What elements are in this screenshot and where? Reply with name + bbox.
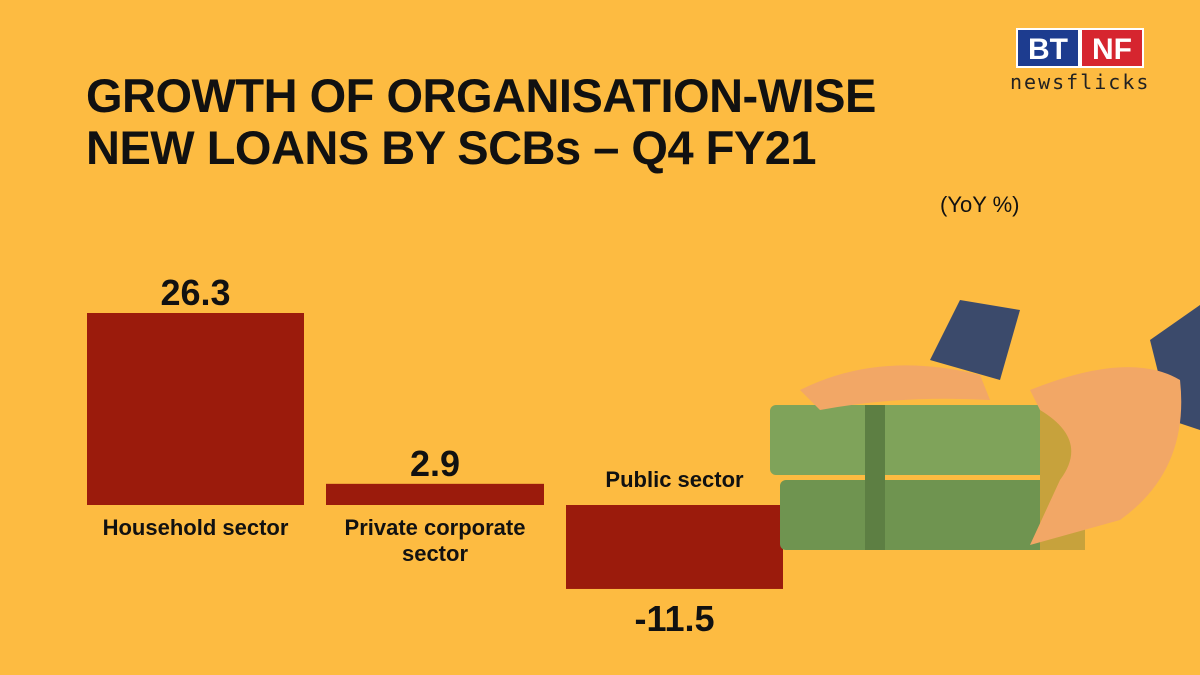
category-label-2-0: Public sector — [605, 467, 744, 492]
labels-group: 26.3 Household sector 2.9 Private corporate… — [103, 272, 744, 639]
sleeve-right-icon — [1150, 305, 1200, 430]
unit-label: (YoY %) — [940, 192, 1020, 217]
chart-title: GROWTH OF ORGANISATION-WISE NEW LOANS BY… — [86, 69, 876, 174]
category-label-1-0: Private corporate — [345, 515, 526, 540]
category-label-0-0: Household sector — [103, 515, 289, 540]
value-label-1: 2.9 — [410, 443, 460, 484]
hand-left-icon — [800, 365, 990, 410]
bar-0 — [87, 313, 304, 505]
logo-badge: BT NF — [1016, 28, 1144, 68]
brand-logo[interactable]: BT NF newsflicks — [1010, 28, 1150, 98]
money-illustration — [770, 300, 1200, 550]
value-label-0: 26.3 — [160, 272, 230, 313]
bar-1 — [326, 483, 544, 505]
money-stack-bottom-icon — [780, 480, 1080, 550]
logo-tagline: newsflicks — [1010, 70, 1151, 94]
money-stack-top-icon — [770, 405, 1070, 475]
bar-2 — [566, 505, 783, 589]
bars-group — [87, 313, 783, 589]
value-label-2: -11.5 — [634, 598, 714, 639]
category-label-1-1: sector — [402, 541, 468, 566]
sleeve-left-icon — [930, 300, 1020, 380]
hand-right-icon — [1030, 367, 1182, 545]
